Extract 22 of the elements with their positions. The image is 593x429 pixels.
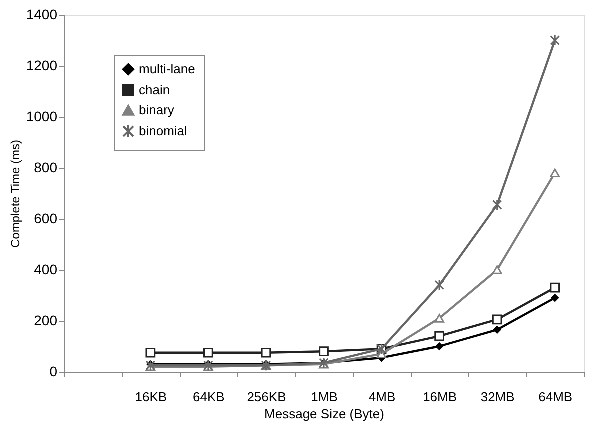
x-tick-label: 64KB: [193, 390, 225, 404]
y-tick-label: 800: [34, 160, 58, 176]
y-tick-label: 1400: [26, 6, 58, 22]
y-tick-label: 600: [34, 210, 58, 226]
y-tick-label: 1200: [26, 58, 58, 74]
legend-label: binomial: [139, 124, 188, 138]
legend-label: chain: [139, 82, 170, 98]
x-axis-title: Message Size (Byte): [264, 406, 384, 422]
x-tick-label: 32MB: [480, 390, 515, 404]
y-tick-label: 200: [34, 312, 58, 328]
x-tick-label: 256KB: [247, 390, 286, 404]
y-axis-title: Complete Time (ms): [8, 140, 22, 248]
legend-label: multi-lane: [139, 62, 196, 76]
x-tick-label: 1MB: [311, 390, 338, 404]
y-tick-label: 0: [50, 364, 58, 380]
x-tick-label: 64MB: [538, 390, 573, 404]
x-tick-label: 4MB: [368, 390, 396, 404]
x-tick-label: 16MB: [423, 390, 458, 404]
x-tick-label: 16KB: [135, 390, 168, 404]
legend-label: binary: [139, 102, 175, 118]
y-tick-label: 400: [34, 262, 58, 278]
y-tick-label: 1000: [26, 108, 58, 124]
